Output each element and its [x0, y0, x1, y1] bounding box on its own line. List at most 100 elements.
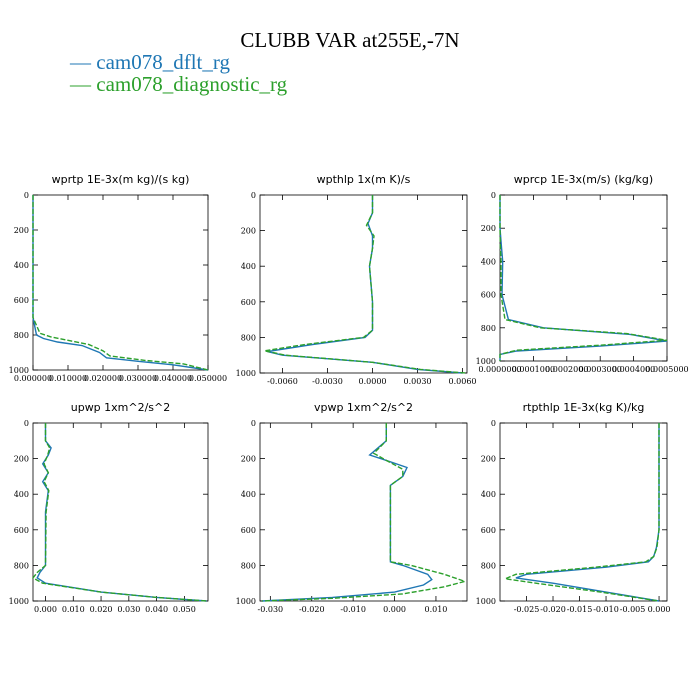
panel-title: upwp 1xm^2/s^2 — [71, 401, 171, 414]
panel-6: rtpthlp 1E-3x(kg K)/kg 0 200 400 600 800 1000 -… — [476, 401, 671, 614]
x-tick-label: 0.0002000 — [545, 365, 588, 374]
series-line-diagnostic — [262, 423, 468, 602]
y-tick-label: 1000 — [9, 597, 29, 606]
plot-frame — [32, 194, 209, 371]
series-line-dflt — [32, 195, 209, 371]
series-line-dflt — [262, 423, 433, 602]
plot-frame — [499, 422, 668, 602]
x-tick-label: 0.000 — [383, 605, 406, 614]
panel-1: wprtp 1E-3x(m kg)/(s kg) 0 200 400 600 800 100… — [9, 173, 227, 383]
y-tick-label: 800 — [14, 561, 29, 570]
plot-frame — [32, 422, 209, 602]
y-tick-label: 800 — [481, 561, 496, 570]
y-tick-label: 0 — [251, 191, 256, 200]
x-tick-label: 0.000 — [34, 605, 57, 614]
y-tick-label: 1000 — [476, 597, 496, 606]
panel-title: wpthlp 1x(m K)/s — [317, 173, 411, 186]
x-tick-label: 0.010 — [424, 605, 447, 614]
x-tick-label: 0.050 — [173, 605, 196, 614]
series-line-dflt — [36, 423, 207, 602]
x-tick-label: 0.020 — [90, 605, 113, 614]
legend-entry-diagnostic: — cam078_diagnostic_rg — [70, 72, 287, 97]
y-tick-label: 800 — [481, 324, 496, 333]
x-tick-label: 0.0060 — [449, 377, 477, 386]
y-tick-label: 600 — [481, 526, 496, 535]
y-tick-label: 400 — [481, 257, 496, 266]
y-tick-label: 1000 — [236, 597, 256, 606]
panel-3: wprcp 1E-3x(m/s) (kg/kg) 0 200 400 600 800 100… — [476, 173, 689, 374]
panel-title: rtpthlp 1E-3x(kg K)/kg — [523, 401, 645, 414]
y-tick-label: 600 — [481, 291, 496, 300]
x-tick-label: -0.020 — [299, 605, 325, 614]
y-tick-label: 600 — [241, 298, 256, 307]
plot-frame — [499, 194, 668, 362]
y-tick-label: 200 — [14, 455, 29, 464]
legend-line-dflt: — — [70, 50, 97, 74]
y-tick-label: 400 — [241, 490, 256, 499]
x-tick-label: -0.030 — [258, 605, 284, 614]
panel-title: wprcp 1E-3x(m/s) (kg/kg) — [514, 173, 653, 186]
legend-label-diagnostic: cam078_diagnostic_rg — [96, 72, 288, 96]
y-tick-label: 200 — [241, 227, 256, 236]
y-tick-label: 1000 — [236, 369, 256, 378]
y-tick-label: 200 — [14, 226, 29, 235]
y-tick-label: 600 — [14, 526, 29, 535]
y-tick-label: 600 — [241, 526, 256, 535]
x-tick-label: 0.030 — [117, 605, 140, 614]
plot-frame — [259, 422, 468, 602]
y-tick-label: 1000 — [9, 366, 29, 375]
x-tick-label: -0.015 — [567, 605, 593, 614]
x-tick-label: -0.0030 — [312, 377, 343, 386]
x-tick-label: 0.040 — [145, 605, 168, 614]
x-tick-label: -0.0060 — [267, 377, 298, 386]
x-tick-label: -0.010 — [340, 605, 366, 614]
x-tick-label: 0.0005000 — [645, 365, 688, 374]
x-tick-label: -0.010 — [593, 605, 619, 614]
x-tick-label: 0.000 — [648, 605, 671, 614]
x-tick-label: 0.0004000 — [612, 365, 655, 374]
y-tick-label: 800 — [241, 333, 256, 342]
y-tick-label: 200 — [481, 224, 496, 233]
y-tick-label: 800 — [241, 561, 256, 570]
panel-5: vpwp 1xm^2/s^2 0 200 400 600 800 1000-0.030 -0.… — [236, 401, 468, 614]
y-tick-label: 200 — [241, 455, 256, 464]
series-line-diagnostic — [31, 423, 207, 602]
panel-title: wprtp 1E-3x(m kg)/(s kg) — [52, 173, 190, 186]
y-tick-label: 400 — [241, 262, 256, 271]
x-tick-label: 0.030000 — [119, 374, 157, 383]
y-tick-label: 0 — [491, 191, 496, 200]
x-tick-label: 0.000000 — [14, 374, 52, 383]
y-tick-label: 0 — [24, 191, 29, 200]
y-tick-label: 0 — [251, 419, 256, 428]
y-tick-label: 200 — [481, 455, 496, 464]
x-tick-label: 0.0003000 — [579, 365, 622, 374]
x-tick-label: 0.0000 — [359, 377, 387, 386]
legend-label-dflt: cam078_dflt_rg — [96, 50, 231, 74]
series-line-dflt — [515, 423, 660, 602]
x-tick-label: 0.040000 — [154, 374, 192, 383]
x-tick-label: 0.010 — [62, 605, 85, 614]
y-tick-label: 0 — [24, 419, 29, 428]
plot-frame — [259, 194, 468, 374]
x-tick-label: 0.050000 — [189, 374, 227, 383]
y-tick-label: 400 — [14, 490, 29, 499]
series-line-diagnostic — [264, 195, 466, 374]
y-tick-label: 400 — [14, 261, 29, 270]
figure-title: CLUBB VAR at255E,-7N — [240, 28, 460, 52]
series-line-diagnostic — [32, 195, 209, 371]
y-tick-label: 800 — [14, 331, 29, 340]
panel-4: upwp 1xm^2/s^2 0 200 400 600 800 1000 0.000 0.01… — [9, 401, 209, 614]
x-tick-label: 0.0000000 — [478, 365, 521, 374]
x-tick-label: 0.0001000 — [512, 365, 555, 374]
panel-title: vpwp 1xm^2/s^2 — [314, 401, 413, 414]
panel-2: wpthlp 1x(m K)/s 0 200 400 600 800 1000 -0.0060… — [236, 173, 477, 386]
legend-line-diagnostic: — — [70, 72, 97, 96]
x-tick-label: -0.020 — [540, 605, 566, 614]
x-tick-label: -0.005 — [620, 605, 646, 614]
y-tick-label: 600 — [14, 296, 29, 305]
x-tick-label: 0.020000 — [84, 374, 122, 383]
legend-entry-dflt: — cam078_dflt_rg — [70, 50, 230, 75]
series-line-diagnostic — [499, 195, 668, 361]
x-tick-label: 0.010000 — [49, 374, 87, 383]
